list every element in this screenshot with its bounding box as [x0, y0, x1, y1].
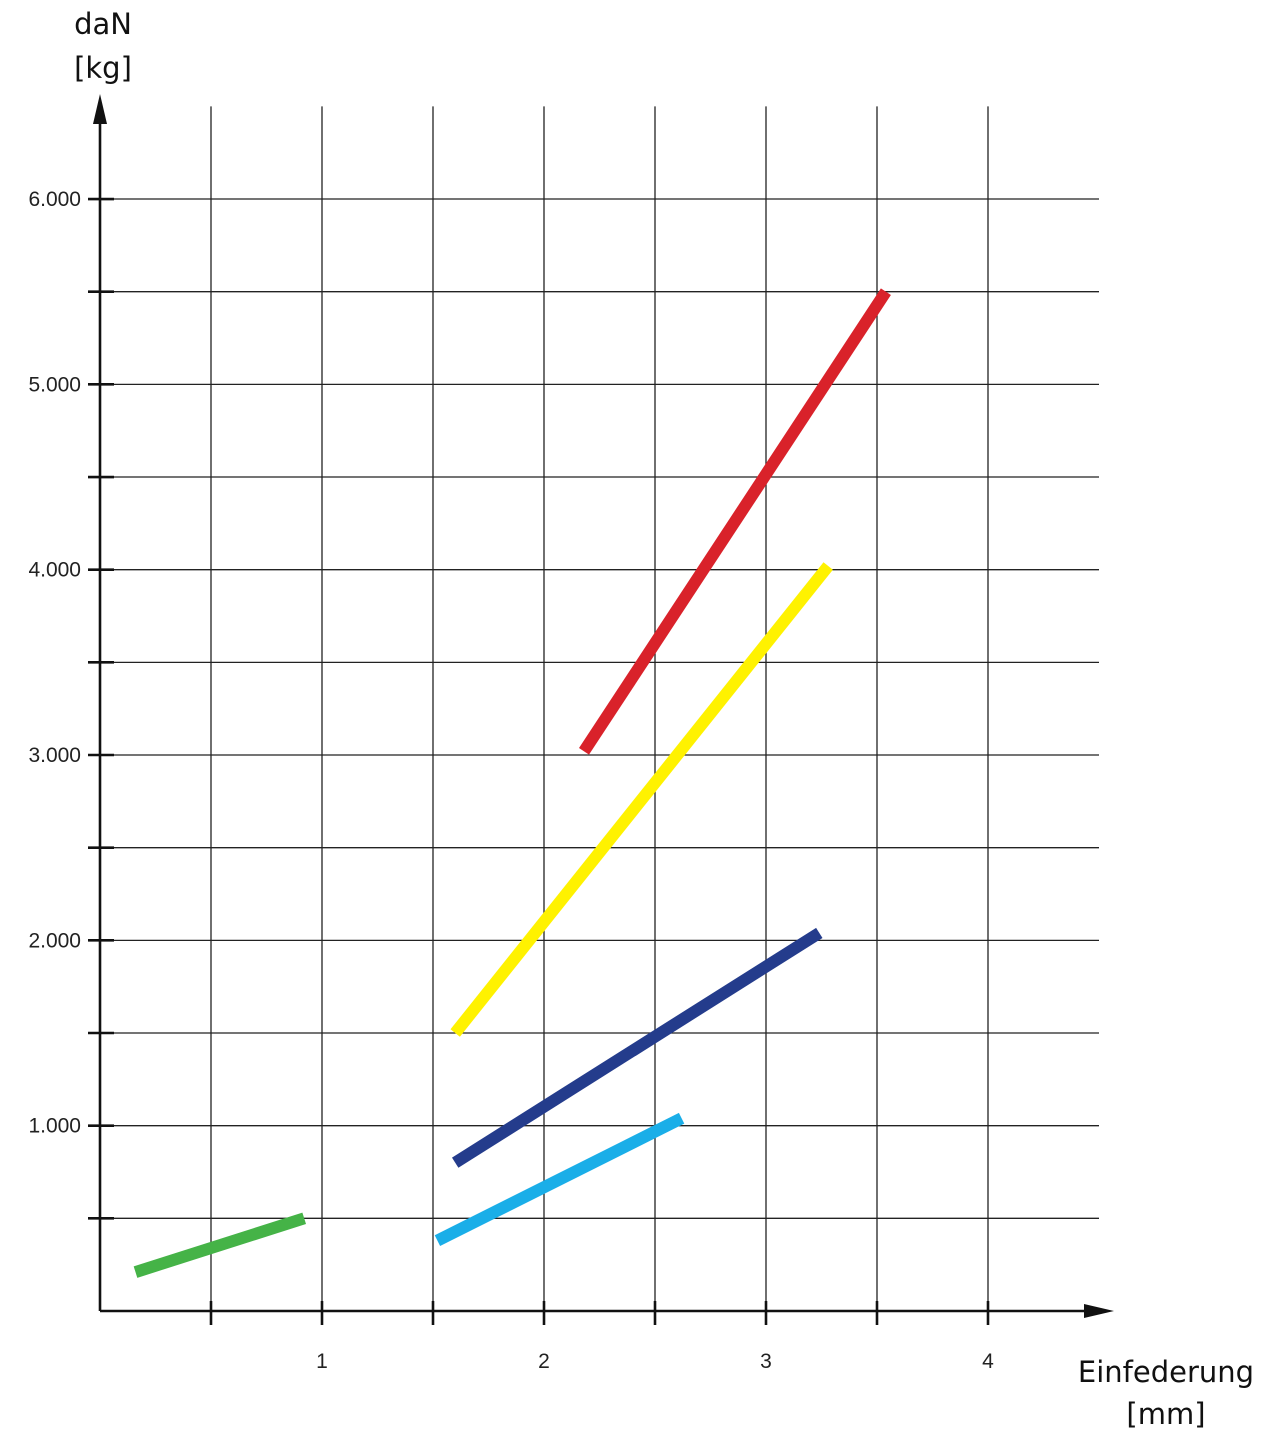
series-group — [133, 288, 891, 1278]
grid — [100, 106, 1099, 1311]
y-tick-label: 2.000 — [28, 929, 81, 952]
y-axis-label-kg: [kg] — [74, 51, 132, 85]
axes — [88, 94, 1114, 1325]
y-axis-label-unit: daN — [74, 7, 132, 41]
y-tick-label: 6.000 — [28, 188, 81, 211]
y-axis-arrow-icon — [93, 94, 107, 124]
y-tick-label: 1.000 — [28, 1115, 81, 1138]
series-line-1 — [133, 1212, 307, 1278]
y-tick-label: 3.000 — [28, 744, 81, 767]
y-tick-label: 5.000 — [28, 373, 81, 396]
x-axis-arrow-icon — [1084, 1304, 1114, 1318]
x-axis-label: Einfederung — [1078, 1355, 1254, 1389]
x-tick-label: 3 — [760, 1350, 772, 1373]
series-line-5 — [578, 288, 891, 755]
x-axis-label-unit: [mm] — [1126, 1397, 1205, 1430]
series-line-3 — [451, 927, 823, 1168]
x-tick-label: 2 — [538, 1350, 550, 1373]
x-tick-label: 4 — [982, 1350, 994, 1373]
series-line-2 — [434, 1112, 685, 1246]
series-line-4 — [450, 562, 833, 1037]
x-tick-label: 1 — [316, 1350, 328, 1373]
tick-labels: 1 2 3 4 1.000 2.000 3.000 4.000 5.000 6.000 — [28, 188, 994, 1373]
y-tick-label: 4.000 — [28, 559, 81, 582]
